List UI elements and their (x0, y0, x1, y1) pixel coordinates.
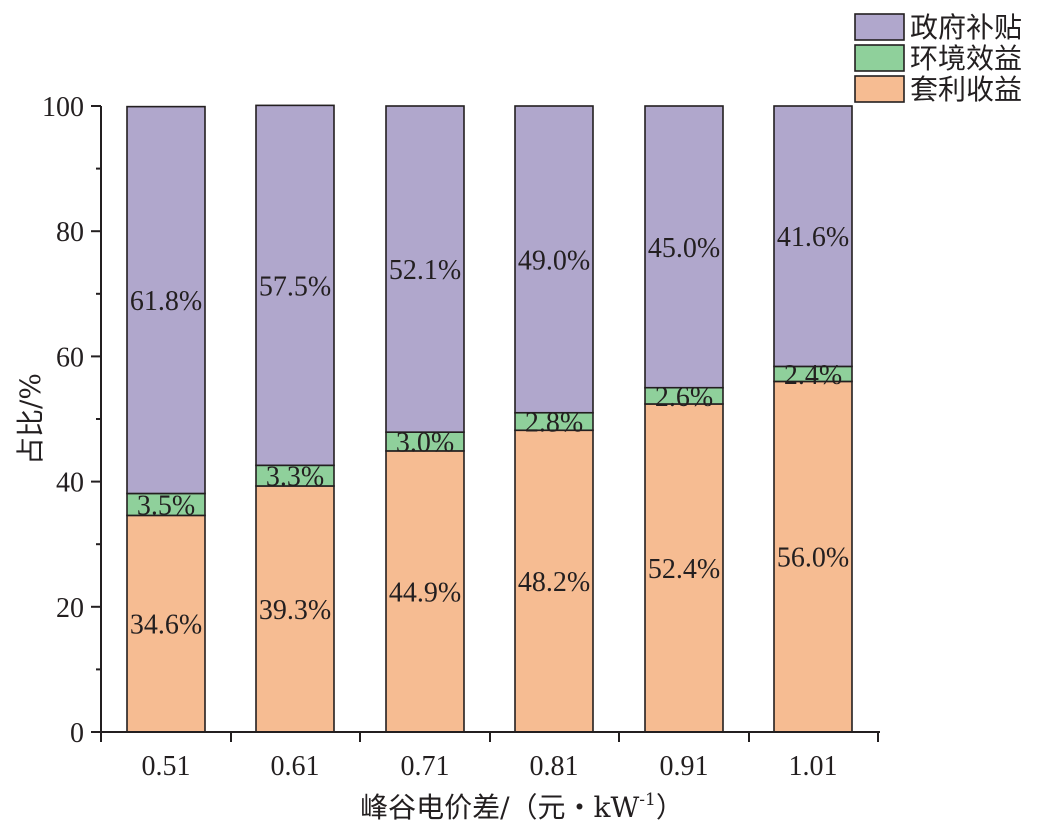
y-tick-label-80: 80 (56, 217, 84, 248)
bar-segment-subsidy-0.71 (385, 105, 465, 433)
data-label-arbitrage-0.81: 48.2% (518, 567, 590, 598)
legend-label-subsidy: 政府补贴 (910, 11, 1022, 44)
axes-group (100, 106, 880, 733)
y-ticks-group: 0 20 40 60 80 100 (42, 92, 101, 749)
data-label-subsidy-0.61: 57.5% (259, 271, 331, 302)
data-label-environment-0.61: 3.3% (266, 462, 324, 493)
data-label-subsidy-0.91: 45.0% (648, 233, 720, 264)
x-tick-label-0.91: 0.91 (660, 751, 709, 782)
x-ticks-group: 0.51 0.61 0.71 0.81 0.91 1.01 (100, 732, 879, 782)
bar-segment-subsidy-0.81 (514, 105, 594, 414)
data-label-arbitrage-0.51: 34.6% (130, 610, 202, 641)
bar-segment-subsidy-0.51 (126, 105, 206, 495)
legend-label-arbitrage: 套利收益 (910, 73, 1022, 106)
data-label-environment-0.71: 3.0% (396, 428, 454, 459)
data-label-environment-0.91: 2.6% (655, 382, 713, 413)
bar-segment-subsidy-1.01 (773, 105, 853, 368)
data-label-environment-1.01: 2.4% (784, 360, 842, 391)
x-tick-label-1.01: 1.01 (789, 751, 838, 782)
x-axis-title-sup: -1 (639, 790, 656, 810)
data-label-environment-0.81: 2.8% (525, 408, 583, 439)
x-axis-title-end: ） (656, 791, 684, 824)
data-label-arbitrage-0.61: 39.3% (259, 595, 331, 626)
data-label-subsidy-0.81: 49.0% (518, 245, 590, 276)
data-label-arbitrage-1.01: 56.0% (777, 543, 849, 574)
data-label-environment-0.51: 3.5% (137, 490, 195, 521)
data-label-subsidy-0.51: 61.8% (130, 286, 202, 317)
legend-swatch-subsidy (854, 13, 905, 41)
y-tick-label-20: 20 (56, 593, 84, 624)
bar-segment-subsidy-0.91 (644, 105, 724, 389)
data-label-subsidy-1.01: 41.6% (777, 222, 849, 253)
data-label-subsidy-0.71: 52.1% (389, 255, 461, 286)
y-axis-title: 占比/% (14, 373, 47, 465)
legend-swatch-environment (854, 44, 905, 72)
legend-swatch-arbitrage (854, 75, 905, 103)
bar-segment-subsidy-0.61 (255, 104, 335, 467)
data-label-arbitrage-0.71: 44.9% (389, 577, 461, 608)
x-tick-label-0.51: 0.51 (142, 751, 191, 782)
x-axis-title: 峰谷电价差/（元・kW-1） (360, 790, 684, 824)
x-tick-label-0.61: 0.61 (271, 751, 320, 782)
segment-labels-group: 34.6% 3.5% 61.8% 39.3% 3.3% 57.5% 44.9% 3.0% 52.… (130, 222, 849, 640)
bars-group (126, 104, 853, 733)
data-label-arbitrage-0.91: 52.4% (648, 554, 720, 585)
bar-segment-arbitrage-0.61 (255, 485, 335, 733)
y-tick-label-0: 0 (70, 718, 84, 749)
bar-segment-arbitrage-1.01 (773, 380, 853, 733)
y-tick-label-60: 60 (56, 342, 84, 373)
x-axis-title-main: 峰谷电价差/（元・kW (360, 791, 639, 824)
legend-label-environment: 环境效益 (910, 42, 1022, 75)
y-tick-label-100: 100 (42, 92, 84, 123)
x-tick-label-0.81: 0.81 (530, 751, 579, 782)
y-tick-label-40: 40 (56, 468, 84, 499)
bar-segment-arbitrage-0.51 (126, 514, 206, 733)
x-tick-label-0.71: 0.71 (401, 751, 450, 782)
bar-segment-arbitrage-0.71 (385, 450, 465, 733)
